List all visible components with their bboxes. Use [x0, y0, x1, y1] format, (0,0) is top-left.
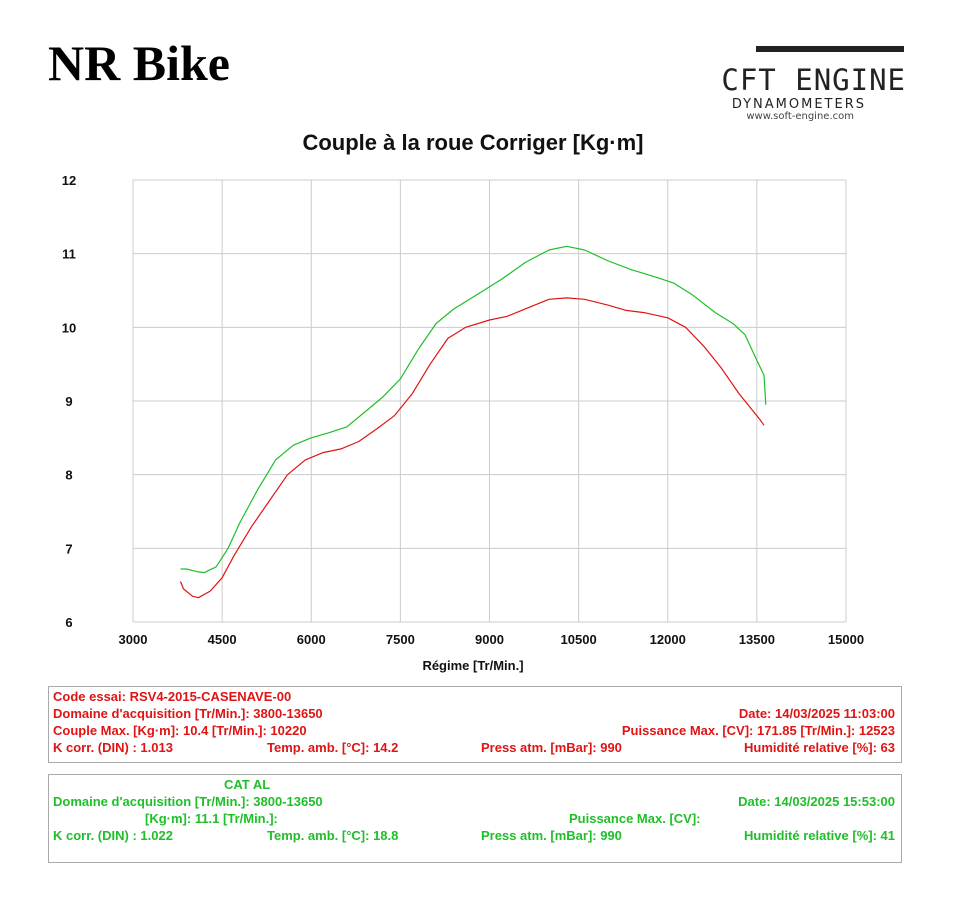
- torque-chart: 3000 4500 6000 7500 9000 10500 12000 13500 15000…: [62, 173, 865, 647]
- logo-bar: [756, 46, 904, 52]
- run1-code: Code essai: RSV4-2015-CASENAVE-00: [53, 689, 292, 704]
- y-tick-labels: 6 7 8 9 10 11 12: [62, 173, 76, 630]
- series-line-1: [179, 297, 765, 599]
- logo-url: www.soft-engine.com: [746, 111, 854, 122]
- run2-k-corr: K corr. (DIN) : 1.022: [53, 828, 173, 843]
- chart-title: Couple à la roue Corriger [Kg·m]: [302, 130, 644, 155]
- y-tick-label: 7: [65, 541, 72, 556]
- run1-info-box: Code essai: RSV4-2015-CASENAVE-00 Domain…: [48, 686, 902, 763]
- logo-subtitle: DYNAMOMETERS: [731, 97, 866, 112]
- run2-humidity: Humidité relative [%]: 41: [744, 828, 895, 843]
- x-tick-label: 12000: [650, 632, 686, 647]
- run1-date: Date: 14/03/2025 11:03:00: [738, 706, 895, 721]
- chart-grid: [132, 179, 847, 623]
- run2-power-max: Puissance Max. [CV]:: [569, 811, 701, 826]
- run2-domain: Domaine d'acquisition [Tr/Min.]: 3800-13…: [53, 794, 323, 809]
- run1-power-max: Puissance Max. [CV]: 171.85 [Tr/Min.]: 1…: [621, 723, 895, 738]
- x-tick-labels: 3000 4500 6000 7500 9000 10500 12000 13500 15000: [119, 632, 865, 647]
- series-line-2: [180, 245, 767, 574]
- page-title: NR Bike: [48, 35, 230, 91]
- x-tick-label: 9000: [475, 632, 504, 647]
- run2-code: CAT AL: [224, 777, 271, 792]
- run2-pressure: Press atm. [mBar]: 990: [481, 828, 622, 843]
- cft-engine-logo: CFT ENGINE DYNAMOMETERS www.soft-engine.…: [700, 42, 910, 127]
- run1-temp: Temp. amb. [°C]: 14.2: [267, 740, 399, 755]
- x-tick-label: 13500: [739, 632, 775, 647]
- y-tick-label: 12: [62, 173, 76, 188]
- run1-torque-max: Couple Max. [Kg·m]: 10.4 [Tr/Min.]: 1022…: [53, 723, 307, 738]
- run1-k-corr: K corr. (DIN) : 1.013: [53, 740, 173, 755]
- run1-humidity: Humidité relative [%]: 63: [744, 740, 895, 755]
- x-tick-label: 3000: [119, 632, 148, 647]
- y-tick-label: 9: [65, 394, 72, 409]
- y-tick-label: 8: [65, 468, 72, 483]
- run2-torque-max: [Kg·m]: 11.1 [Tr/Min.]:: [145, 811, 278, 826]
- run1-pressure: Press atm. [mBar]: 990: [481, 740, 622, 755]
- run2-date: Date: 14/03/2025 15:53:00: [738, 794, 895, 809]
- x-tick-label: 10500: [561, 632, 597, 647]
- y-tick-label: 10: [62, 320, 76, 335]
- run2-temp: Temp. amb. [°C]: 18.8: [267, 828, 399, 843]
- x-axis-label: Régime [Tr/Min.]: [422, 658, 524, 673]
- chart-series: [179, 245, 767, 599]
- x-tick-label: 4500: [208, 632, 237, 647]
- logo-name: CFT ENGINE: [721, 63, 906, 97]
- x-tick-label: 15000: [828, 632, 864, 647]
- x-tick-label: 6000: [297, 632, 326, 647]
- run1-domain: Domaine d'acquisition [Tr/Min.]: 3800-13…: [53, 706, 323, 721]
- y-tick-label: 6: [65, 615, 72, 630]
- y-tick-label: 11: [62, 247, 76, 262]
- run2-info-box: CAT AL Domaine d'acquisition [Tr/Min.]: …: [48, 774, 902, 863]
- x-tick-label: 7500: [386, 632, 415, 647]
